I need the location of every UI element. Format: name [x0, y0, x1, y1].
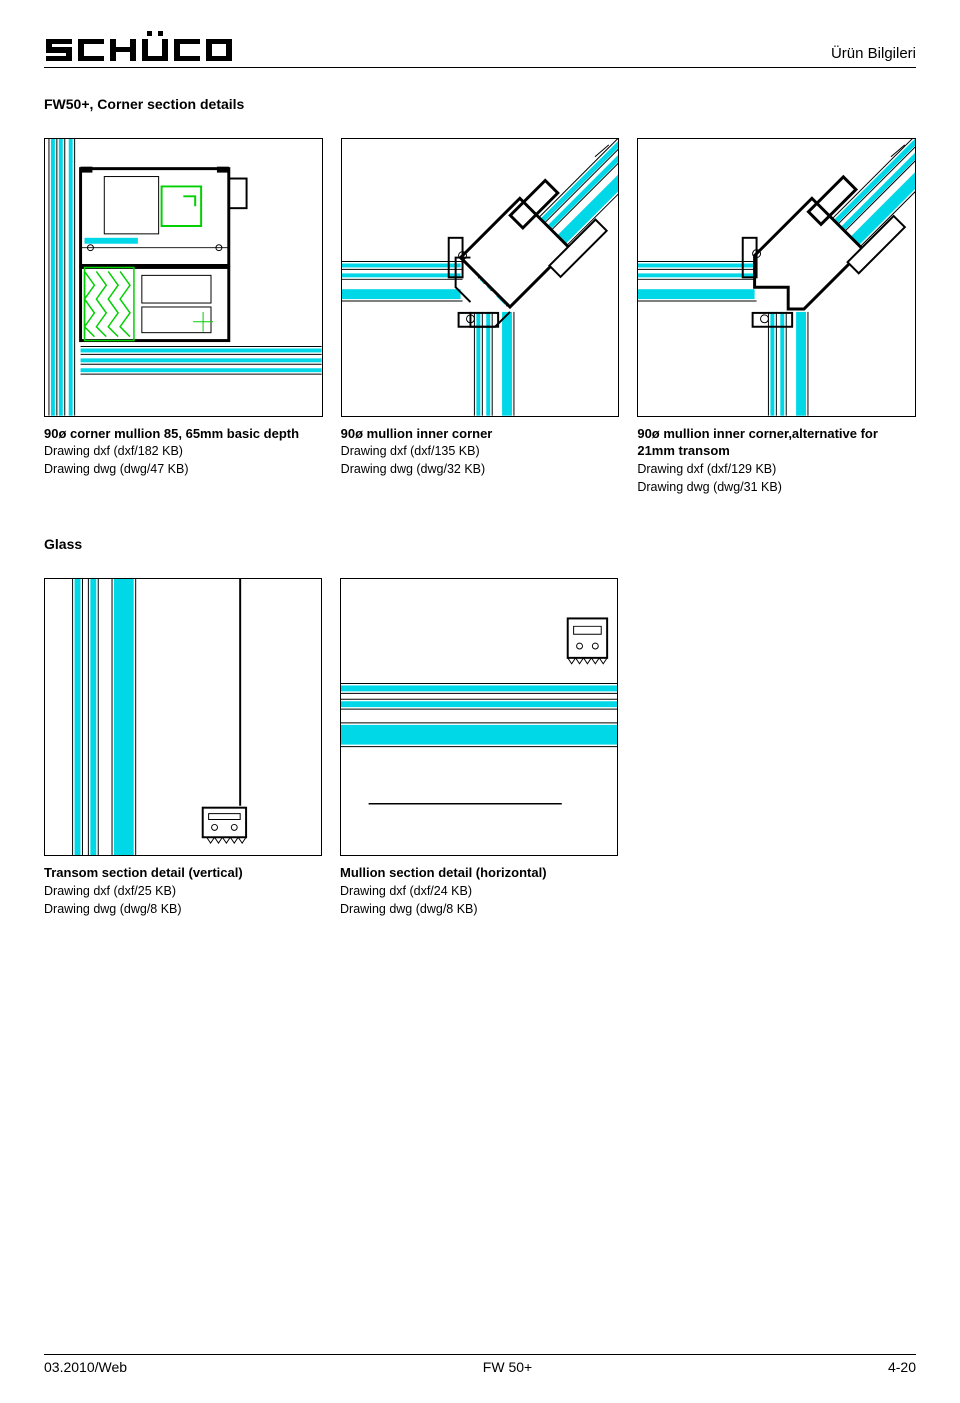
- footer-right: 4-20: [888, 1359, 916, 1375]
- section-title-2: Glass: [44, 536, 916, 552]
- brand-logo: [44, 28, 262, 64]
- drawing-cell: 90ø mullion inner corner Drawing dxf (dx…: [341, 138, 620, 496]
- drawing-link[interactable]: Drawing dxf (dxf/182 KB): [44, 442, 323, 460]
- drawing-link[interactable]: Drawing dwg (dwg/31 KB): [637, 478, 916, 496]
- drawing-link[interactable]: Drawing dxf (dxf/24 KB): [340, 882, 618, 900]
- drawing-thumb-transom-vertical: [44, 578, 322, 856]
- drawing-cell: 90ø corner mullion 85, 65mm basic depth …: [44, 138, 323, 496]
- drawing-link[interactable]: Drawing dxf (dxf/25 KB): [44, 882, 322, 900]
- drawing-thumb-inner-corner-alt: [637, 138, 916, 417]
- drawing-cell: 90ø mullion inner corner,alternative for…: [637, 138, 916, 496]
- drawing-cell: Mullion section detail (horizontal) Draw…: [340, 578, 618, 918]
- drawing-thumb-mullion-horizontal: [340, 578, 618, 856]
- drawing-title: 90ø corner mullion 85, 65mm basic depth: [44, 425, 323, 443]
- drawing-caption: Mullion section detail (horizontal) Draw…: [340, 864, 618, 918]
- drawing-thumb-corner-mullion: [44, 138, 323, 417]
- drawing-title: Mullion section detail (horizontal): [340, 864, 618, 882]
- drawing-title: 90ø mullion inner corner: [341, 425, 620, 443]
- header-category: Ürün Bilgileri: [831, 45, 916, 64]
- section-title-1: FW50+, Corner section details: [44, 96, 916, 112]
- drawing-caption: 90ø corner mullion 85, 65mm basic depth …: [44, 425, 323, 479]
- footer-center: FW 50+: [483, 1359, 532, 1375]
- page-footer: 03.2010/Web FW 50+ 4-20: [44, 1354, 916, 1375]
- drawing-caption: 90ø mullion inner corner,alternative for…: [637, 425, 916, 496]
- drawing-caption: 90ø mullion inner corner Drawing dxf (dx…: [341, 425, 620, 479]
- drawings-row-2: Transom section detail (vertical) Drawin…: [44, 578, 916, 918]
- drawing-link[interactable]: Drawing dxf (dxf/135 KB): [341, 442, 620, 460]
- drawings-row-1: 90ø corner mullion 85, 65mm basic depth …: [44, 138, 916, 496]
- drawing-link[interactable]: Drawing dwg (dwg/32 KB): [341, 460, 620, 478]
- drawing-title: Transom section detail (vertical): [44, 864, 322, 882]
- drawing-link[interactable]: Drawing dwg (dwg/8 KB): [340, 900, 618, 918]
- drawing-link[interactable]: Drawing dwg (dwg/47 KB): [44, 460, 323, 478]
- drawing-link[interactable]: Drawing dwg (dwg/8 KB): [44, 900, 322, 918]
- drawing-caption: Transom section detail (vertical) Drawin…: [44, 864, 322, 918]
- footer-left: 03.2010/Web: [44, 1359, 127, 1375]
- drawing-thumb-inner-corner: [341, 138, 620, 417]
- drawing-title: 90ø mullion inner corner,alternative for…: [637, 425, 916, 460]
- drawing-link[interactable]: Drawing dxf (dxf/129 KB): [637, 460, 916, 478]
- drawing-cell: Transom section detail (vertical) Drawin…: [44, 578, 322, 918]
- page-header: Ürün Bilgileri: [44, 28, 916, 68]
